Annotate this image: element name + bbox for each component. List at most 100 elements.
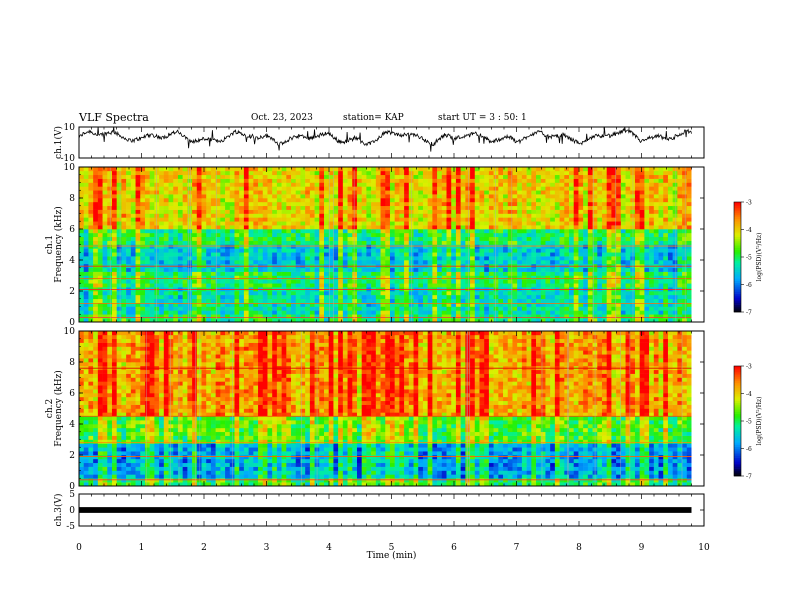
ch1-spectrogram-cell (239, 178, 245, 183)
ch1-spectrogram-cell (135, 318, 141, 323)
ch1-spectrogram-cell (408, 271, 414, 276)
ch1-spectrogram-cell (163, 291, 169, 296)
ch1-spectrogram-cell (324, 186, 330, 191)
ch1-spectrogram-cell (182, 252, 188, 257)
ch1-spectrogram-cell (102, 310, 108, 315)
ch1-spectrogram-cell (493, 178, 499, 183)
ch1-spectrogram-cell (573, 279, 579, 284)
ch1-spectrogram-cell (206, 213, 212, 218)
ch1-spectrogram-cell (173, 298, 179, 303)
ch1-spectrogram-cell (144, 294, 150, 300)
ch1-spectrogram-cell (512, 236, 518, 241)
ch1-spectrogram-cell (116, 236, 122, 241)
ch1-spectrogram-cell (121, 221, 127, 226)
ch1-spectrogram-cell (347, 198, 353, 203)
ch1-spectrogram-cell (220, 302, 226, 307)
ch1-spectrogram-cell (606, 198, 612, 203)
ch1-spectrogram-cell (550, 318, 556, 323)
ch1-spectrogram-cell (663, 186, 669, 191)
ch1-spectrogram-cell (361, 182, 367, 187)
ch1-spectrogram-cell (173, 260, 179, 265)
ch1-spectrogram-cell (352, 232, 358, 238)
ch1-spectrogram-cell (550, 198, 556, 203)
ch1-spectrogram-cell (413, 252, 419, 257)
ch1-spectrogram-cell (206, 178, 212, 183)
ch1-spectrogram-cell (404, 260, 410, 265)
ch1-spectrogram-cell (432, 298, 438, 303)
ch1-spectrogram-cell (601, 217, 607, 222)
ch1-spectrogram-cell (597, 310, 603, 315)
ch1-spectrogram-cell (564, 194, 570, 199)
ch1-spectrogram-cell (465, 213, 471, 218)
ch1-spectrogram-cell (239, 267, 245, 272)
ch1-spectrogram-cell (111, 186, 117, 191)
ch1-spectrogram-cell (536, 236, 542, 241)
ch1-spectrogram-cell (163, 178, 169, 183)
ch1-spectrogram-cell (366, 298, 372, 303)
ch1-spectrogram-cell (328, 236, 334, 241)
ch1-spectrogram-cell (451, 198, 457, 203)
ch1-spectrogram-cell (187, 221, 193, 226)
ch1-spectrogram-cell (653, 275, 659, 280)
ch1-spectrogram-cell (573, 221, 579, 226)
ch1-spectrogram-cell (234, 267, 240, 272)
ch1-spectrogram-cell (97, 178, 103, 183)
ch1-spectrogram-cell (276, 318, 282, 323)
ch1-spectrogram-cell (432, 186, 438, 191)
ch1-spectrogram-cell (437, 256, 443, 261)
ch1-spectrogram-cell (550, 256, 556, 261)
ch1-spectrogram-cell (573, 190, 579, 195)
ch1-spectrogram-cell (455, 314, 461, 319)
ch1-spectrogram-cell (521, 190, 527, 195)
ch1-spectrogram-cell (201, 310, 207, 315)
ch1-spectrogram-cell (536, 213, 542, 218)
ch1-spectrogram-cell (196, 294, 202, 300)
ch1-spectrogram-cell (79, 225, 85, 230)
ch1-spectrogram-cell (225, 302, 231, 307)
ch1-spectrogram-cell (404, 248, 410, 253)
ch1-spectrogram-cell (550, 302, 556, 307)
ch1-spectrogram-cell (300, 174, 306, 179)
ch1-spectrogram-cell (333, 236, 339, 241)
ch1-spectrogram-cell (550, 182, 556, 187)
ch1-spectrogram-cell (220, 170, 226, 176)
ch1-spectrogram-cell (281, 209, 287, 214)
ch1-spectrogram-cell (83, 236, 89, 241)
ch1-spectrogram-cell (375, 267, 381, 272)
ch1-spectrogram-cell (517, 182, 523, 187)
ch1-spectrogram-cell (564, 271, 570, 276)
ch1-spectrogram-cell (225, 217, 231, 222)
ch1-spectrogram-cell (258, 283, 264, 288)
ch1-spectrogram-cell (639, 174, 645, 179)
ch1-spectrogram-cell (634, 310, 640, 315)
ch1-spectrogram-cell (102, 260, 108, 265)
ch1-spectrogram-cell (667, 271, 673, 276)
ch1-spectrogram-cell (295, 229, 301, 234)
ch1-spectrogram-cell (314, 182, 320, 187)
ch1-spectrogram-cell (380, 201, 386, 207)
ch1-spectrogram-cell (422, 182, 428, 187)
ch1-spectrogram-cell (281, 275, 287, 280)
ch1-spectrogram-cell (601, 244, 607, 249)
ch1-spectrogram-cell (667, 291, 673, 296)
ch1-spectrogram-cell (177, 232, 183, 238)
ch1-spectrogram-cell (361, 260, 367, 265)
ch1-spectrogram-cell (389, 275, 395, 280)
ch1-spectrogram-cell (517, 318, 523, 323)
ch1-spectrogram-cell (385, 271, 391, 276)
ch1-spectrogram-cell (653, 209, 659, 214)
ch1-spectrogram-cell (441, 244, 447, 249)
ch1-spectrogram-cell (187, 213, 193, 218)
ch1-spectrogram-cell (413, 198, 419, 203)
ch1-spectrogram-cell (352, 275, 358, 280)
ch1-spectrogram-cell (653, 256, 659, 261)
ch1-spectrogram-cell (248, 240, 254, 245)
ch1-spectrogram-cell (583, 248, 589, 253)
ch1-spectrogram-cell (215, 248, 221, 253)
ch1-spectrogram-cell (418, 186, 424, 191)
ch1-spectrogram-cell (620, 217, 626, 222)
ch1-spectrogram-cell (144, 318, 150, 323)
ch1-spectrogram-cell (116, 186, 122, 191)
ch1-spectrogram-cell (408, 240, 414, 245)
ch1-spectrogram-cell (295, 232, 301, 238)
